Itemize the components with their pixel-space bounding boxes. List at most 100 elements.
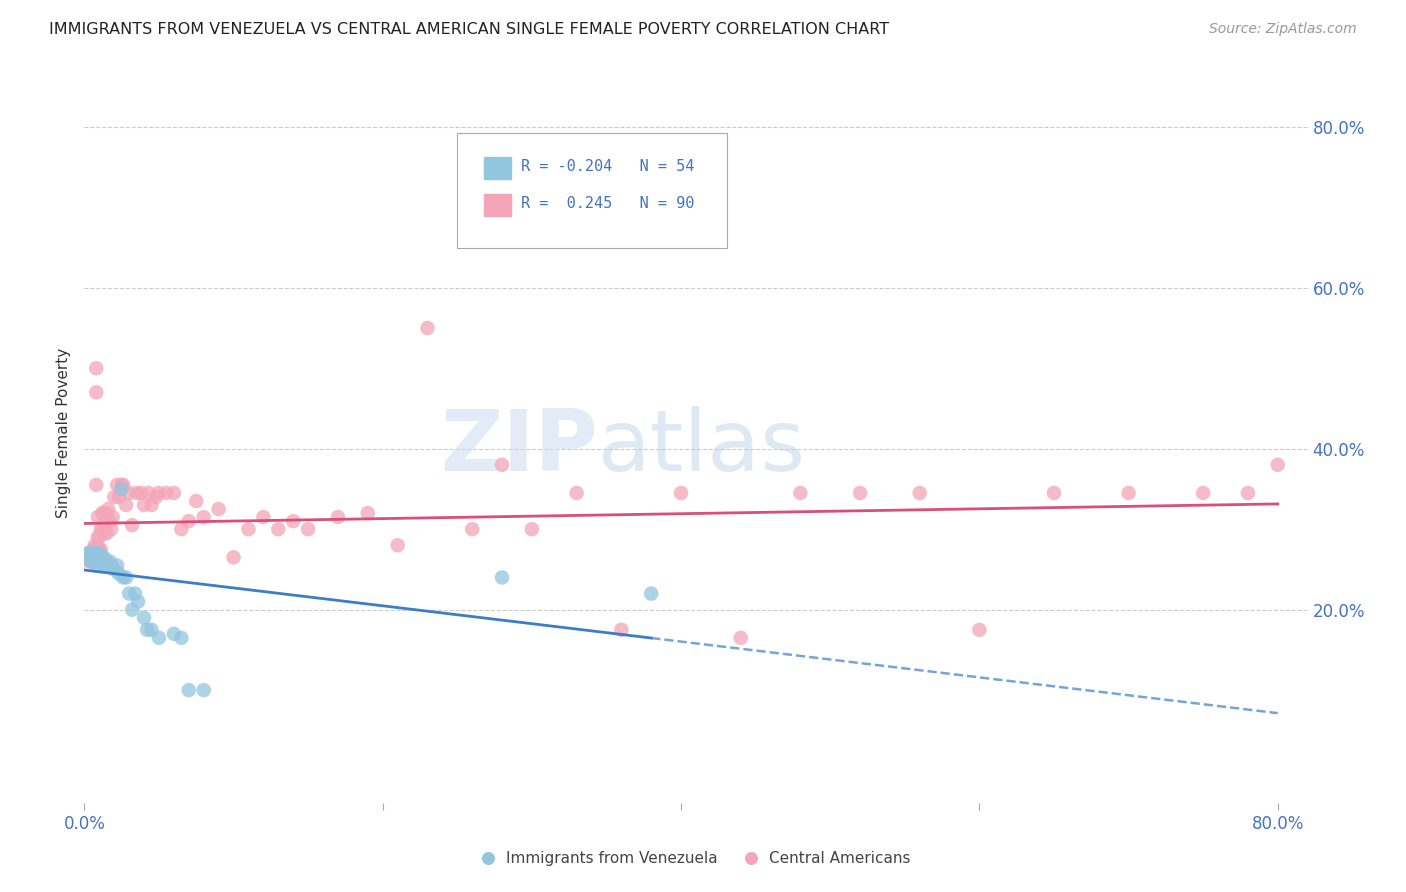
Point (640, 586, 662, 600)
Point (84, 478, 107, 492)
Bar (484, 194, 512, 217)
Point (87, 550, 110, 565)
Point (80, 554, 103, 568)
Point (849, 486, 872, 500)
Point (118, 486, 141, 500)
Point (83, 538, 105, 552)
Point (283, 514, 305, 528)
Text: Immigrants from Venezuela: Immigrants from Venezuela (506, 851, 718, 866)
Point (79, 550, 101, 565)
Point (107, 566, 129, 581)
Point (82, 554, 104, 568)
Point (77, 550, 100, 565)
Point (91, 522, 114, 536)
Point (491, 570, 513, 584)
Point (1237, 486, 1260, 500)
Point (94, 514, 117, 528)
Point (96, 554, 118, 568)
Point (84, 361, 107, 376)
Point (98, 554, 121, 568)
Point (84, 385, 107, 400)
Point (84, 550, 107, 565)
Point (84, 550, 107, 565)
Point (93, 550, 115, 565)
Point (132, 498, 155, 512)
Point (186, 494, 208, 508)
Point (669, 486, 692, 500)
Point (491, 458, 513, 472)
Point (103, 562, 125, 576)
Point (80, 546, 103, 560)
Point (1043, 486, 1066, 500)
Point (100, 522, 122, 536)
Point (121, 602, 143, 616)
Text: Central Americans: Central Americans (769, 851, 911, 866)
Point (96, 526, 118, 541)
FancyBboxPatch shape (457, 133, 727, 247)
Point (163, 627, 186, 641)
Text: Source: ZipAtlas.com: Source: ZipAtlas.com (1209, 22, 1357, 37)
Point (136, 623, 159, 637)
Point (79, 546, 101, 560)
Point (112, 478, 135, 492)
Point (111, 482, 134, 496)
Point (80, 550, 103, 565)
Point (145, 490, 167, 504)
Point (125, 486, 148, 500)
Point (886, 824, 908, 838)
Point (118, 586, 141, 600)
Point (193, 510, 215, 524)
Point (82, 546, 104, 560)
Point (222, 550, 245, 565)
Point (610, 623, 633, 637)
Point (357, 506, 380, 520)
Point (1192, 486, 1215, 500)
Point (82, 550, 104, 565)
Point (326, 510, 349, 524)
Point (83, 550, 105, 565)
Point (107, 490, 129, 504)
Point (90, 542, 112, 557)
Point (82, 546, 104, 560)
Point (94, 554, 117, 568)
Point (84, 554, 107, 568)
Point (730, 631, 752, 645)
Point (83, 546, 105, 560)
Point (77, 554, 100, 568)
Point (87, 510, 110, 524)
Point (115, 498, 138, 512)
Point (105, 558, 128, 573)
Text: R =  0.245   N = 90: R = 0.245 N = 90 (522, 195, 695, 211)
Point (789, 486, 811, 500)
Point (141, 498, 163, 512)
Point (89, 542, 111, 557)
Point (267, 522, 290, 536)
Point (297, 522, 319, 536)
Point (87, 542, 110, 557)
Point (101, 510, 124, 524)
Point (121, 518, 143, 533)
Point (82, 550, 104, 565)
Point (148, 486, 170, 500)
Point (80, 550, 103, 565)
Point (129, 486, 152, 500)
Point (89, 546, 111, 560)
Point (90, 522, 112, 536)
Point (87, 550, 110, 565)
Text: atlas: atlas (598, 406, 806, 489)
Point (79, 554, 101, 568)
Point (969, 623, 991, 637)
Point (80, 550, 103, 565)
Point (97, 558, 120, 573)
Point (87, 546, 110, 560)
Point (83, 554, 105, 568)
Text: R = -0.204   N = 54: R = -0.204 N = 54 (522, 159, 695, 174)
Point (132, 610, 155, 624)
Point (252, 510, 274, 524)
Point (565, 824, 588, 838)
Point (82, 554, 104, 568)
Point (127, 594, 149, 608)
Point (98, 514, 121, 528)
Point (90, 550, 112, 565)
Point (90, 554, 112, 568)
